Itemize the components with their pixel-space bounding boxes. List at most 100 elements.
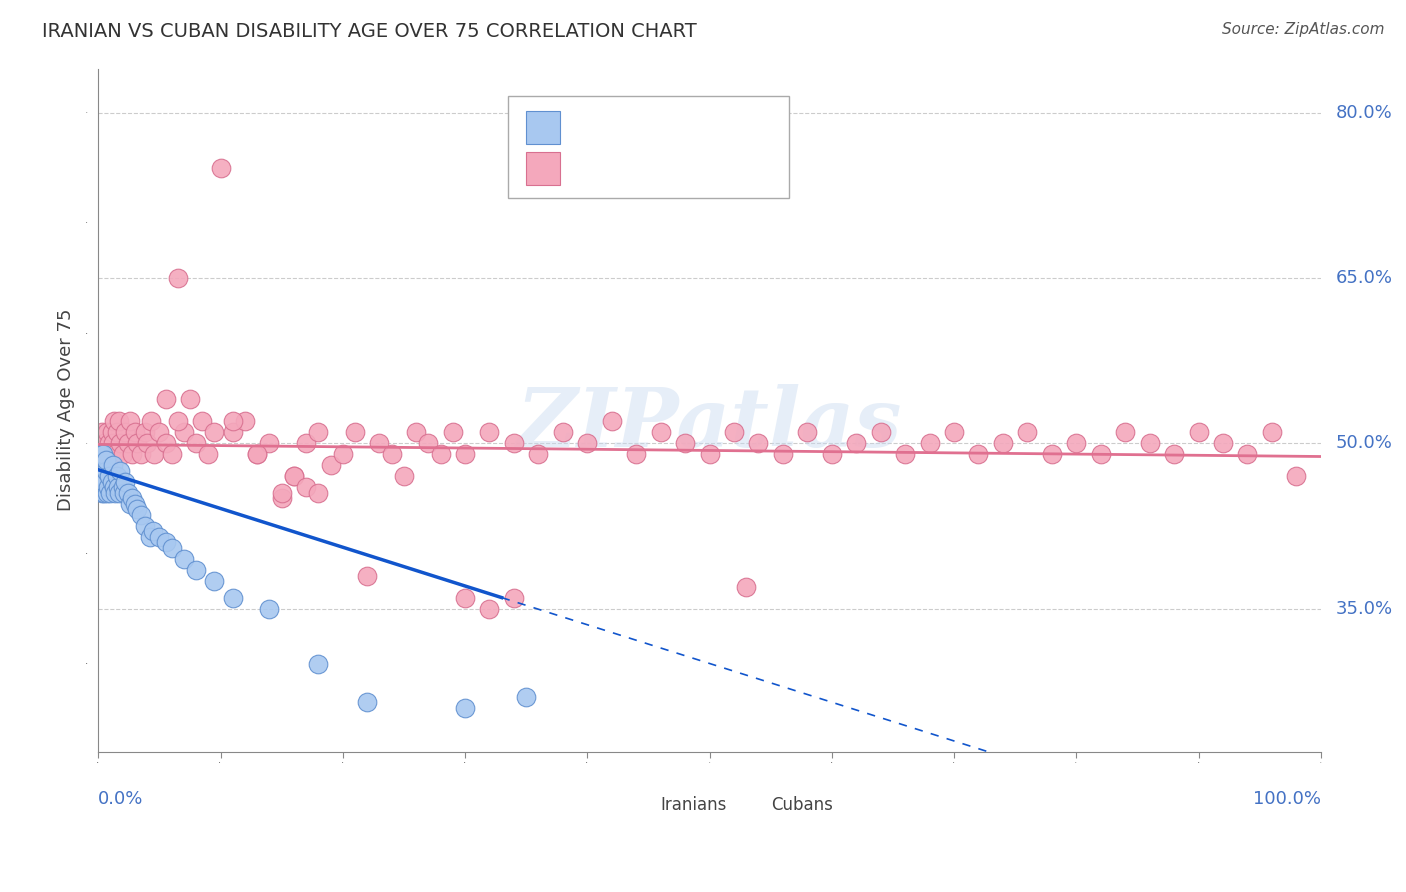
- Point: [1212, 436, 1234, 450]
- Point: [197, 447, 219, 461]
- Point: [918, 436, 941, 450]
- Point: [478, 601, 501, 615]
- Point: [991, 436, 1014, 450]
- Point: [127, 436, 149, 450]
- Text: IRANIAN VS CUBAN DISABILITY AGE OVER 75 CORRELATION CHART: IRANIAN VS CUBAN DISABILITY AGE OVER 75 …: [42, 22, 697, 41]
- Point: [103, 480, 125, 494]
- Point: [1139, 436, 1161, 450]
- Point: [155, 436, 177, 450]
- Point: [108, 414, 131, 428]
- Point: [699, 447, 721, 461]
- Point: [1114, 425, 1136, 440]
- Point: [107, 480, 129, 494]
- Point: [259, 601, 281, 615]
- Point: [1236, 447, 1258, 461]
- Point: [576, 436, 599, 450]
- Point: [772, 447, 794, 461]
- Point: [270, 486, 292, 500]
- Point: [91, 447, 114, 461]
- Text: 80.0%: 80.0%: [1336, 103, 1392, 121]
- Text: N =: N =: [692, 118, 730, 136]
- Point: [233, 414, 256, 428]
- Point: [429, 447, 451, 461]
- Point: [124, 425, 146, 440]
- Point: [142, 524, 165, 539]
- Text: ZIPatlas: ZIPatlas: [517, 384, 903, 464]
- Text: 65.0%: 65.0%: [1336, 269, 1392, 287]
- Point: [110, 464, 132, 478]
- Point: [127, 502, 149, 516]
- Point: [723, 425, 745, 440]
- Point: [104, 447, 127, 461]
- Point: [967, 447, 990, 461]
- Point: [90, 425, 112, 440]
- Point: [173, 552, 195, 566]
- Point: [97, 458, 120, 473]
- Point: [98, 436, 121, 450]
- Point: [270, 491, 292, 506]
- Point: [100, 475, 122, 489]
- Point: [155, 392, 177, 407]
- Point: [104, 486, 127, 500]
- Point: [166, 271, 188, 285]
- Point: [118, 414, 141, 428]
- Point: [121, 447, 143, 461]
- Point: [869, 425, 891, 440]
- Point: [117, 436, 139, 450]
- Point: [356, 568, 378, 582]
- Point: [295, 436, 318, 450]
- Point: [103, 414, 125, 428]
- Point: [105, 469, 128, 483]
- Point: [1261, 425, 1284, 440]
- Point: [97, 480, 120, 494]
- Point: [1163, 447, 1185, 461]
- Point: [673, 436, 696, 450]
- Text: Iranians: Iranians: [661, 797, 727, 814]
- Point: [94, 452, 117, 467]
- Point: [821, 447, 844, 461]
- Point: [283, 469, 305, 483]
- Point: [93, 475, 115, 489]
- Point: [184, 563, 207, 577]
- Point: [100, 447, 122, 461]
- Point: [295, 480, 318, 494]
- Point: [943, 425, 966, 440]
- Point: [94, 447, 117, 461]
- Point: [108, 486, 131, 500]
- Point: [117, 486, 139, 500]
- Bar: [617, 791, 645, 810]
- Point: [478, 425, 501, 440]
- Point: [90, 486, 112, 500]
- Point: [259, 436, 281, 450]
- Text: -0.020: -0.020: [621, 159, 678, 177]
- Text: 100.0%: 100.0%: [1253, 789, 1320, 807]
- Text: 0.0%: 0.0%: [98, 789, 143, 807]
- Point: [105, 425, 128, 440]
- Point: [319, 458, 342, 473]
- Point: [454, 447, 477, 461]
- Point: [191, 414, 214, 428]
- Point: [392, 469, 415, 483]
- Point: [246, 447, 269, 461]
- Point: [155, 535, 177, 549]
- Point: [148, 530, 170, 544]
- Point: [139, 414, 162, 428]
- Point: [134, 519, 156, 533]
- Point: [283, 469, 305, 483]
- Point: [90, 458, 112, 473]
- Point: [747, 436, 769, 450]
- Point: [307, 657, 329, 671]
- Point: [89, 464, 111, 478]
- Point: [222, 425, 245, 440]
- Point: [222, 591, 245, 605]
- Point: [1040, 447, 1063, 461]
- Point: [1187, 425, 1209, 440]
- Point: [1090, 447, 1112, 461]
- Point: [101, 458, 124, 473]
- Point: [100, 425, 122, 440]
- Point: [118, 497, 141, 511]
- Y-axis label: Disability Age Over 75: Disability Age Over 75: [58, 309, 75, 511]
- Point: [527, 447, 550, 461]
- Point: [112, 486, 135, 500]
- Point: [101, 436, 124, 450]
